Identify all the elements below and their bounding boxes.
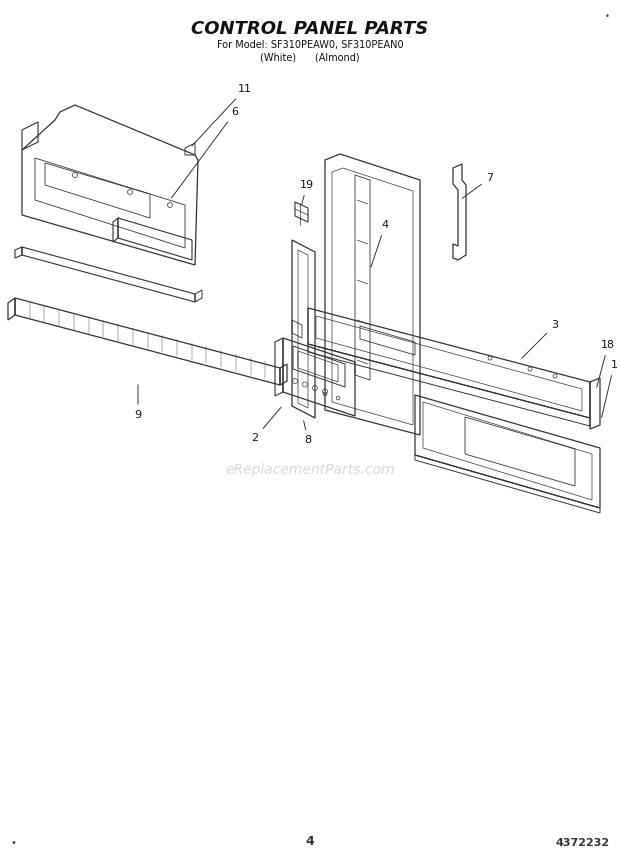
Text: •: • [10, 838, 16, 848]
Text: 11: 11 [192, 84, 252, 146]
Text: 3: 3 [522, 320, 559, 358]
Text: 2: 2 [252, 407, 281, 443]
Text: For Model: SF310PEAW0, SF310PEAN0: For Model: SF310PEAW0, SF310PEAN0 [216, 40, 404, 50]
Text: 4: 4 [371, 220, 389, 268]
Text: 4: 4 [306, 835, 314, 848]
Text: 18: 18 [596, 340, 615, 387]
Text: 4372232: 4372232 [556, 838, 610, 848]
Text: eReplacementParts.com: eReplacementParts.com [225, 463, 395, 477]
Text: CONTROL PANEL PARTS: CONTROL PANEL PARTS [192, 20, 428, 38]
Text: (White)      (Almond): (White) (Almond) [260, 53, 360, 63]
Text: 1: 1 [601, 360, 618, 418]
Text: 6: 6 [172, 107, 239, 198]
Text: 7: 7 [463, 173, 494, 198]
Text: 19: 19 [300, 180, 314, 204]
Text: 8: 8 [304, 421, 312, 445]
Text: 9: 9 [135, 385, 141, 420]
Text: •: • [605, 12, 610, 21]
